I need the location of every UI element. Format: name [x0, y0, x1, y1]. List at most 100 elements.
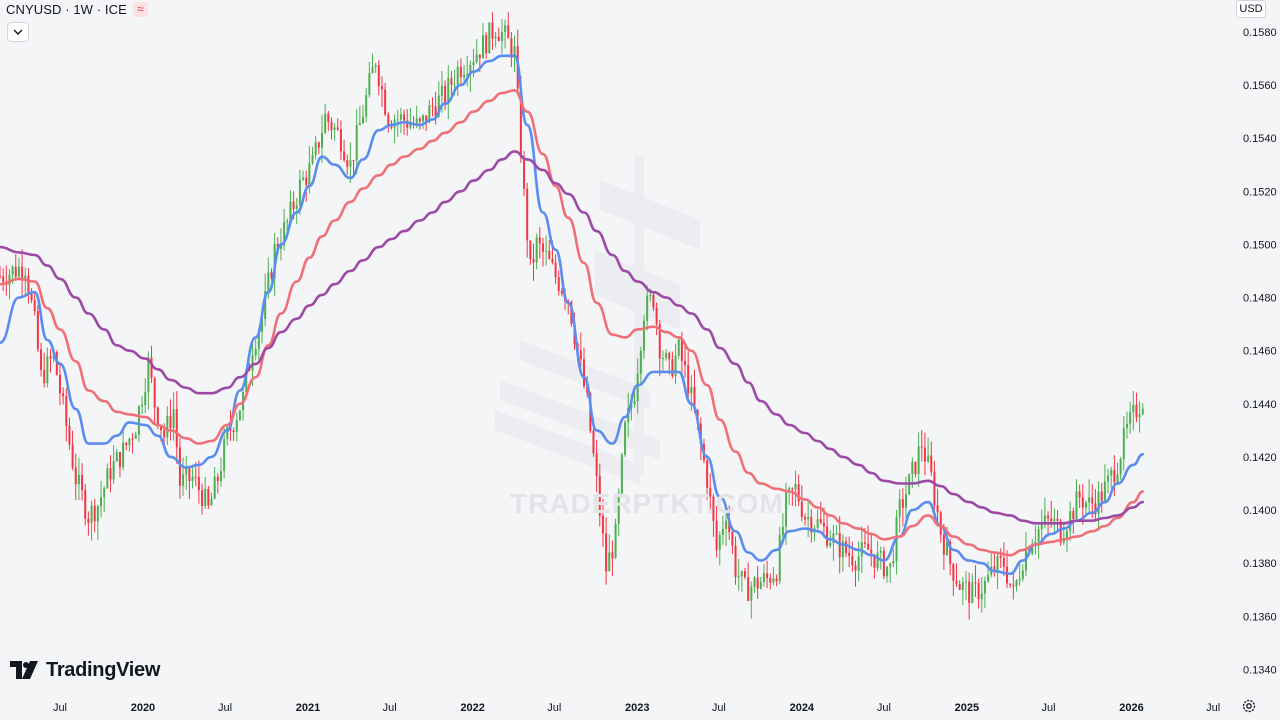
- y-axis[interactable]: 0.1580 0.1560 0.1540 0.1520 0.1500 0.1480 0.14…: [1243, 27, 1277, 677]
- candle: [201, 483, 204, 515]
- candle: [1075, 479, 1078, 519]
- candle: [1040, 509, 1043, 543]
- candle: [971, 573, 974, 604]
- wave-icon[interactable]: ≈: [132, 1, 148, 17]
- candle: [17, 257, 20, 280]
- candle: [744, 567, 747, 580]
- candle: [560, 287, 563, 297]
- candle: [8, 269, 11, 300]
- candle: [1009, 583, 1012, 589]
- candle: [652, 292, 655, 311]
- candle: [65, 388, 68, 442]
- candle: [431, 97, 434, 117]
- candle: [554, 254, 557, 285]
- candle: [314, 136, 317, 160]
- candle: [96, 504, 99, 540]
- candle: [601, 498, 604, 547]
- candle: [365, 87, 368, 123]
- x-tick-label: Jul: [383, 702, 397, 714]
- candle: [500, 18, 503, 54]
- x-tick-label: 2025: [955, 702, 979, 714]
- candle: [302, 170, 305, 182]
- logo-text: TradingView: [46, 658, 161, 681]
- candle: [987, 561, 990, 584]
- currency-button[interactable]: USD: [1236, 0, 1266, 18]
- candle: [930, 441, 933, 476]
- candle: [914, 461, 917, 478]
- candle: [27, 267, 30, 304]
- candle: [955, 563, 958, 587]
- candle: [188, 466, 191, 500]
- candle: [535, 233, 538, 270]
- y-tick-label: 0.1340: [1243, 664, 1277, 676]
- candle: [879, 546, 882, 570]
- y-tick-label: 0.1420: [1243, 452, 1277, 464]
- candle: [968, 572, 971, 620]
- tradingview-logo[interactable]: TradingView: [10, 657, 160, 683]
- candle: [210, 492, 213, 506]
- candle: [709, 473, 712, 511]
- candle: [990, 552, 993, 578]
- candle: [24, 267, 27, 297]
- candle: [485, 31, 488, 59]
- candle: [541, 237, 544, 267]
- settings-button[interactable]: [1238, 695, 1260, 717]
- candle: [134, 431, 137, 439]
- x-tick-label: 2023: [625, 702, 649, 714]
- candle: [68, 417, 71, 450]
- candle: [1132, 390, 1135, 431]
- candle: [803, 513, 806, 526]
- candle: [898, 489, 901, 533]
- candle: [892, 548, 895, 568]
- candle: [1110, 466, 1113, 489]
- candle: [532, 243, 535, 281]
- candle: [624, 419, 627, 457]
- candle: [674, 343, 677, 385]
- candle: [90, 500, 93, 541]
- candle: [305, 170, 308, 203]
- moving-average-line: [0, 54, 1145, 576]
- candle: [118, 451, 121, 478]
- candle: [750, 581, 753, 619]
- candle: [330, 117, 333, 140]
- x-axis[interactable]: Jul 2020 Jul 2021 Jul 2022 Jul 2023 Jul 2024 Jul 20…: [53, 702, 1220, 714]
- candle: [1037, 525, 1040, 559]
- candle: [810, 509, 813, 543]
- chevron-down-icon: [13, 29, 23, 35]
- candle: [1135, 392, 1138, 423]
- candle: [690, 375, 693, 412]
- candle: [816, 509, 819, 532]
- candle: [5, 265, 8, 296]
- candle: [103, 485, 106, 513]
- candle: [339, 120, 342, 160]
- candle: [109, 455, 112, 493]
- y-tick-label: 0.1520: [1243, 186, 1277, 198]
- candle: [62, 387, 65, 405]
- candle: [475, 38, 478, 64]
- candle: [797, 474, 800, 506]
- candle: [1094, 489, 1097, 522]
- candle: [1088, 479, 1091, 514]
- candle: [756, 566, 759, 599]
- candle: [583, 347, 586, 389]
- candle: [368, 62, 371, 98]
- candle: [469, 60, 472, 92]
- candle: [49, 348, 52, 373]
- candle: [71, 430, 74, 471]
- candle: [845, 537, 848, 558]
- y-tick-label: 0.1540: [1243, 133, 1277, 145]
- candle: [14, 254, 17, 280]
- candle: [639, 346, 642, 386]
- symbol-header: CNYUSD · 1W · ICE ≈: [6, 0, 148, 18]
- y-tick-label: 0.1500: [1243, 239, 1277, 251]
- candle: [605, 517, 608, 585]
- candle: [901, 488, 904, 527]
- collapse-button[interactable]: [7, 22, 29, 42]
- candle: [766, 560, 769, 589]
- candle: [794, 470, 797, 507]
- candle: [832, 524, 835, 561]
- candle: [598, 463, 601, 527]
- candle: [769, 573, 772, 590]
